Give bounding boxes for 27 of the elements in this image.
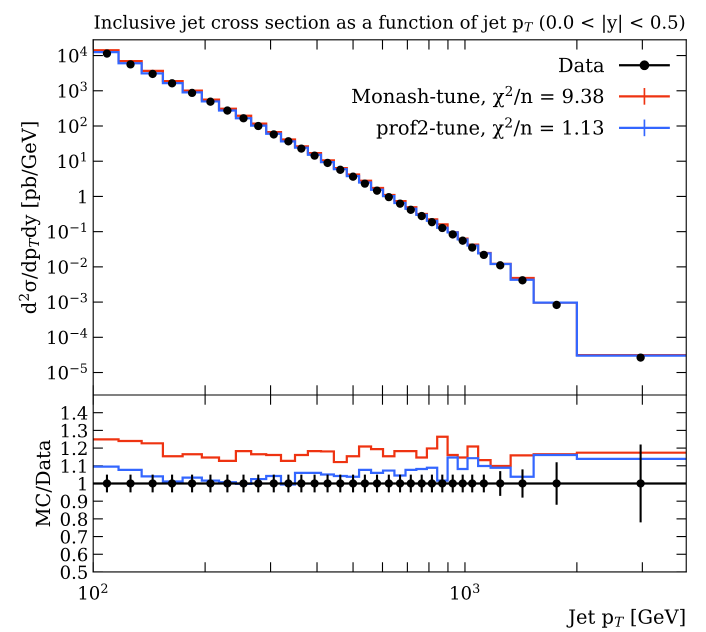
y-tick-label: 0.6: [60, 548, 88, 562]
y-tick-label: 10$^{−4}$: [48, 328, 88, 344]
y-tick-label: 10$^{−5}$: [48, 363, 87, 380]
y-tick-label: 1: [79, 190, 86, 204]
y-axis-title: d$^{2}$σ/dp$_{T}$dy [pb/GeV]: [18, 122, 40, 314]
legend-label: Data: [559, 58, 604, 72]
y-tick-label: 10$^{1}$: [58, 152, 86, 168]
chart-title: Inclusive jet cross section as a function of jet p$_{T}$ (0.0 < |y| < 0.5): [94, 14, 684, 33]
y-tick-label: 1.2: [62, 442, 87, 456]
y-tick-label: 10$^{2}$: [58, 116, 86, 133]
y-tick-label: 0.7: [60, 530, 88, 544]
legend-label: prof2-tune, χ$^{2}$/n = 1.13: [376, 117, 604, 139]
legend-label: Monash-tune, χ$^{2}$/n = 9.38: [352, 86, 604, 108]
y-tick-label: 10$^{3}$: [58, 82, 87, 98]
y-tick-label: 10$^{−2}$: [48, 258, 87, 274]
y-axis-title: MC/Data: [36, 440, 52, 526]
y-tick-label: 1.1: [62, 459, 86, 473]
x-axis-title: Jet p$_{T}$ [GeV]: [566, 608, 684, 628]
y-tick-label: 1: [79, 476, 86, 490]
y-tick-label: 0.5: [60, 565, 87, 580]
y-tick-label: 10$^{−1}$: [48, 222, 86, 239]
y-tick-label: 1.3: [62, 424, 87, 438]
y-tick-label: 10$^{−3}$: [48, 292, 87, 310]
y-tick-label: 10$^{4}$: [58, 46, 88, 63]
y-tick-label: 0.9: [60, 494, 88, 508]
y-tick-label: 1.4: [62, 406, 88, 420]
y-tick-label: 0.8: [60, 512, 88, 526]
